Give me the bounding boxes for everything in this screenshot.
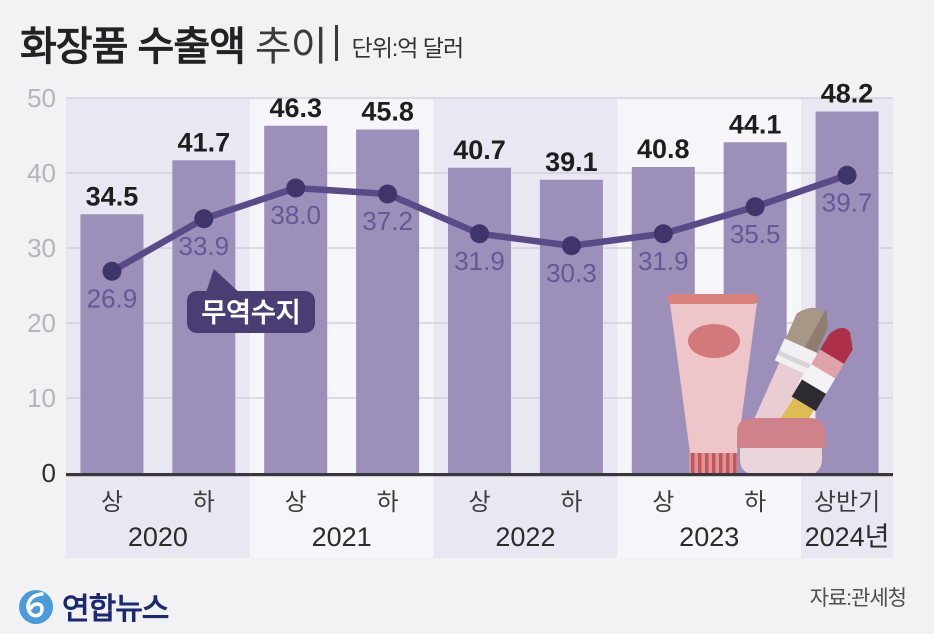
brand-logo: 연합뉴스: [16, 584, 169, 628]
line-point: [194, 209, 214, 229]
bar-value-label: 34.5: [86, 181, 139, 211]
line-value-label: 38.0: [270, 200, 321, 230]
line-value-label: 26.9: [87, 283, 138, 313]
tube-label: [688, 324, 740, 358]
line-point: [561, 236, 581, 256]
x-tick-label: 하: [377, 489, 399, 516]
bar-value-label: 44.1: [729, 109, 782, 139]
line-point: [745, 197, 765, 217]
bar-2022 하: [539, 179, 603, 474]
line-point: [378, 184, 398, 204]
year-label: 2024년: [805, 522, 890, 552]
y-tick-label: 50: [27, 83, 56, 113]
year-label: 2022: [495, 522, 555, 552]
y-tick-label: 20: [27, 308, 56, 338]
line-value-label: 35.5: [730, 219, 781, 249]
line-point: [653, 224, 673, 244]
bar-value-label: 41.7: [178, 127, 231, 157]
x-axis-line: [66, 473, 893, 477]
line-value-label: 37.2: [362, 206, 413, 236]
tube-crimp: [689, 453, 737, 473]
bar-value-label: 48.2: [821, 79, 874, 109]
line-value-label: 30.3: [546, 258, 597, 288]
x-tick-label: 하: [560, 489, 582, 516]
x-tick-label: 상: [285, 489, 307, 516]
title-divider: [334, 25, 338, 61]
line-point: [102, 261, 122, 281]
tube-cap: [668, 294, 757, 304]
y-tick-label: 0: [42, 458, 56, 488]
line-point: [470, 224, 489, 244]
line-value-label: 33.9: [179, 231, 230, 261]
makeup-brush: [744, 307, 828, 451]
x-tick-label: 상: [468, 489, 490, 516]
y-tick-label: 40: [27, 158, 56, 188]
x-tick-label: 상: [101, 489, 123, 516]
bar-2022 상: [448, 167, 511, 474]
year-label: 2020: [128, 522, 188, 552]
bar-value-label: 46.3: [269, 93, 322, 123]
bar-value-label: 40.7: [453, 135, 506, 165]
bar-2020 상: [80, 214, 144, 474]
cosmetics-illustration: [668, 294, 853, 474]
x-tick-label: 상반기: [814, 489, 880, 516]
chart-header: 화장품 수출액 추이 단위:억 달러: [20, 14, 465, 72]
line-value-label: 31.9: [454, 246, 505, 276]
year-label: 2021: [312, 522, 372, 552]
line-value-label: 31.9: [638, 246, 689, 276]
y-tick-label: 10: [27, 383, 56, 413]
bar-value-label: 45.8: [361, 97, 414, 127]
jar-lid: [737, 418, 825, 448]
line-point: [286, 178, 306, 198]
line-point: [837, 165, 857, 185]
x-tick-label: 상: [652, 489, 674, 516]
bar-value-label: 39.1: [545, 147, 598, 177]
yonhap-logo-icon: [19, 590, 53, 624]
x-tick-label: 하: [193, 489, 215, 516]
y-tick-label: 30: [27, 233, 56, 263]
brand-name: 연합뉴스: [62, 593, 169, 626]
jar-body: [740, 448, 822, 474]
x-tick-label: 하: [744, 489, 766, 516]
bar-value-label: 40.8: [637, 134, 690, 164]
source-credit: 자료:관세청: [809, 587, 907, 610]
page-title: 화장품 수출액: [20, 25, 246, 69]
bar-2021 하: [356, 129, 420, 474]
unit-label: 단위:억 달러: [351, 35, 465, 61]
trade-balance-label: 무역수지: [201, 298, 300, 328]
year-label: 2023: [679, 522, 739, 552]
trade-balance-callout: 무역수지: [187, 269, 315, 333]
page-title-sub: 추이: [254, 25, 328, 69]
line-value-label: 39.7: [822, 187, 873, 217]
